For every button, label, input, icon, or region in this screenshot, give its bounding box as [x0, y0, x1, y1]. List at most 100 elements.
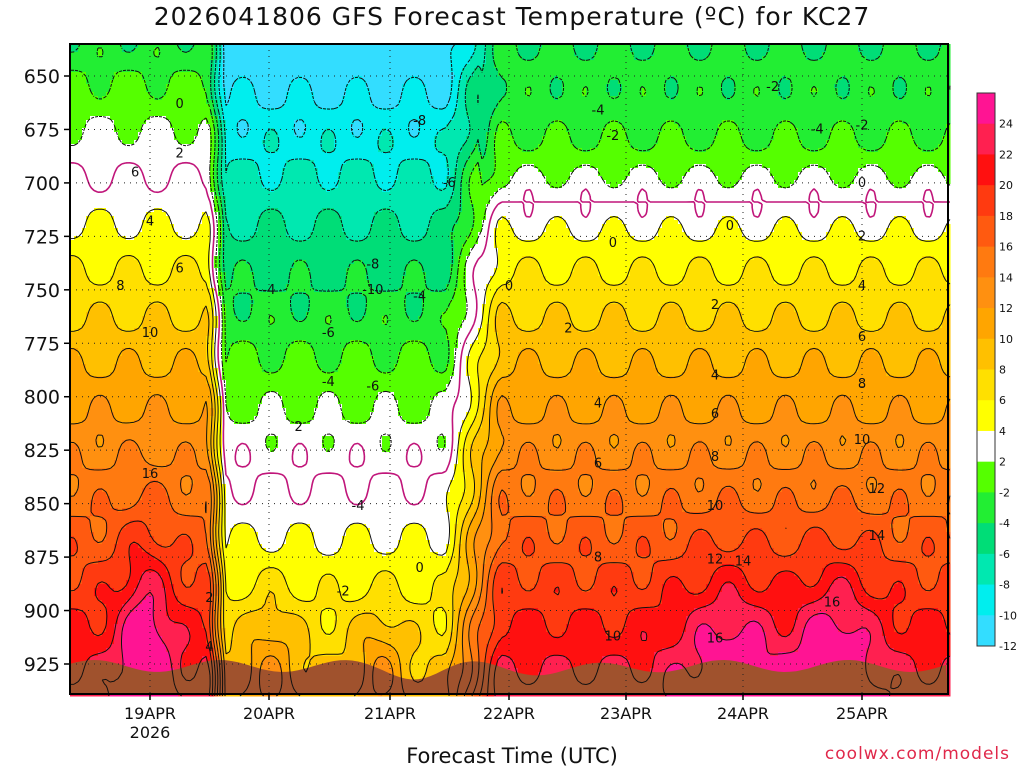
field-cell — [682, 104, 687, 109]
field-cell — [258, 132, 263, 137]
field-cell — [182, 80, 187, 85]
field-cell — [438, 124, 443, 129]
field-cell — [74, 104, 79, 109]
field-cell — [674, 68, 679, 73]
field-cell — [270, 76, 275, 81]
field-cell — [870, 68, 875, 73]
field-cell — [490, 64, 495, 69]
field-cell — [306, 132, 311, 137]
field-cell — [294, 84, 299, 89]
field-cell — [686, 92, 691, 97]
field-cell — [898, 92, 903, 97]
field-cell — [918, 120, 923, 125]
field-cell — [378, 68, 383, 73]
field-cell — [106, 104, 111, 109]
field-cell — [170, 112, 175, 117]
field-cell — [882, 128, 887, 133]
field-cell — [390, 96, 395, 101]
field-cell — [362, 108, 367, 113]
field-cell — [942, 96, 947, 101]
field-cell — [762, 64, 767, 69]
field-cell — [122, 128, 127, 133]
field-cell — [546, 68, 551, 73]
field-cell — [658, 52, 663, 57]
field-cell — [906, 112, 911, 117]
field-cell — [934, 84, 939, 89]
field-cell — [658, 100, 663, 105]
field-cell — [190, 64, 195, 69]
field-cell — [306, 116, 311, 121]
field-cell — [402, 72, 407, 77]
field-cell — [322, 112, 327, 117]
field-cell — [498, 112, 503, 117]
field-cell — [934, 68, 939, 73]
field-cell — [310, 124, 315, 129]
field-cell — [850, 96, 855, 101]
field-cell — [670, 132, 675, 137]
field-cell — [402, 68, 407, 73]
field-cell — [330, 52, 335, 57]
field-cell — [282, 112, 287, 117]
field-cell — [134, 60, 139, 65]
field-cell — [818, 76, 823, 81]
field-cell — [734, 108, 739, 113]
field-cell — [714, 100, 719, 105]
field-cell — [850, 120, 855, 125]
field-cell — [682, 96, 687, 101]
field-cell — [122, 116, 127, 121]
field-cell — [394, 68, 399, 73]
field-cell — [406, 52, 411, 57]
field-cell — [686, 60, 691, 65]
field-cell — [298, 80, 303, 85]
field-cell — [686, 124, 691, 129]
field-cell — [846, 108, 851, 113]
field-cell — [886, 76, 891, 81]
field-cell — [534, 124, 539, 129]
field-cell — [314, 108, 319, 113]
field-cell — [778, 60, 783, 65]
field-cell — [754, 120, 759, 125]
field-cell — [842, 92, 847, 97]
field-cell — [238, 48, 243, 53]
field-cell — [706, 92, 711, 97]
field-cell — [438, 56, 443, 61]
field-cell — [770, 68, 775, 73]
field-cell — [454, 48, 459, 53]
field-cell — [758, 48, 763, 53]
field-cell — [894, 100, 899, 105]
field-cell — [326, 56, 331, 61]
field-cell — [414, 68, 419, 73]
field-cell — [378, 72, 383, 77]
field-cell — [422, 100, 427, 105]
field-cell — [882, 64, 887, 69]
field-cell — [858, 76, 863, 81]
field-cell — [414, 92, 419, 97]
field-cell — [614, 120, 619, 125]
field-cell — [94, 76, 99, 81]
field-cell — [702, 52, 707, 57]
field-cell — [242, 48, 247, 53]
field-cell — [258, 56, 263, 61]
field-cell — [606, 84, 611, 89]
field-cell — [398, 132, 403, 137]
field-cell — [846, 52, 851, 57]
field-cell — [298, 112, 303, 117]
field-cell — [374, 132, 379, 137]
field-cell — [194, 92, 199, 97]
field-cell — [430, 48, 435, 53]
field-cell — [198, 84, 203, 89]
field-cell — [290, 84, 295, 89]
field-cell — [414, 108, 419, 113]
field-cell — [762, 100, 767, 105]
field-cell — [146, 76, 151, 81]
field-cell — [578, 96, 583, 101]
field-cell — [666, 80, 671, 85]
field-cell — [838, 124, 843, 129]
field-cell — [154, 96, 159, 101]
field-cell — [630, 88, 635, 93]
field-cell — [378, 52, 383, 57]
field-cell — [538, 116, 543, 121]
field-cell — [766, 108, 771, 113]
field-cell — [702, 96, 707, 101]
field-cell — [534, 128, 539, 133]
